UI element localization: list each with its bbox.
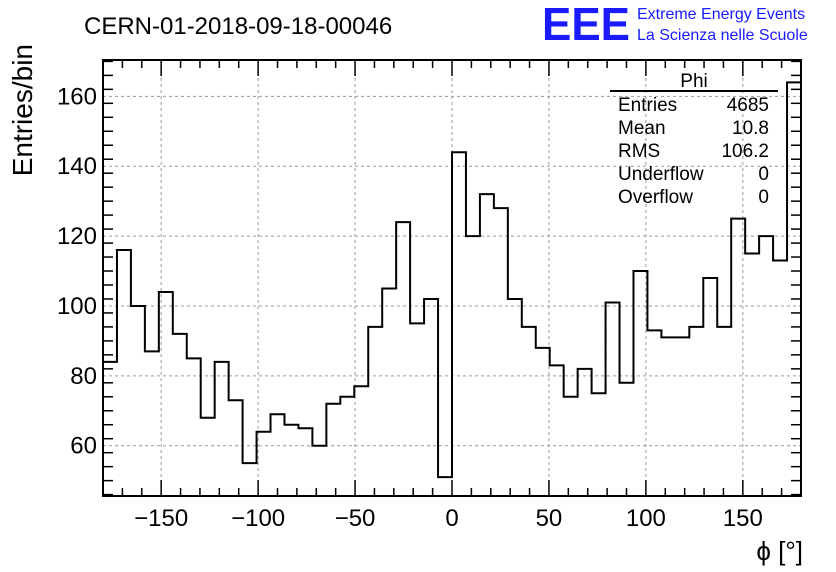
- y-axis-label: Entries/bin: [7, 44, 38, 176]
- stats-value-mean: 10.8: [732, 118, 769, 139]
- y-tick-label: 160: [57, 83, 97, 110]
- x-tick-label: −50: [335, 505, 376, 532]
- y-tick-label: 100: [57, 293, 97, 320]
- stats-title: Phi: [680, 71, 707, 92]
- y-tick-label: 60: [70, 433, 97, 460]
- x-tick-label: 0: [445, 505, 458, 532]
- stats-value-overflow: 0: [758, 187, 769, 208]
- logo-line-2: La Scienza nelle Scuole: [637, 27, 808, 44]
- chart-title: CERN-01-2018-09-18-00046: [84, 13, 392, 40]
- stats-label-underflow: Underflow: [618, 164, 704, 185]
- x-tick-label: −100: [231, 505, 285, 532]
- stats-label-entries: Entries: [618, 95, 677, 116]
- x-tick-label: −150: [134, 505, 188, 532]
- eee-logo: EEE: [542, 0, 630, 50]
- stats-box: Phi Entries 4685 Mean 10.8 RMS 106.2 Und…: [610, 71, 778, 208]
- y-tick-label: 120: [57, 223, 97, 250]
- histogram-line: [103, 81, 801, 479]
- y-tick-label: 140: [57, 153, 97, 180]
- stats-value-underflow: 0: [758, 164, 769, 185]
- stats-value-entries: 4685: [727, 95, 769, 116]
- stats-label-mean: Mean: [618, 118, 666, 139]
- x-tick-label: 150: [723, 505, 763, 532]
- y-axis-ticks: 60 80 100 120 140 160: [57, 60, 801, 496]
- stats-label-overflow: Overflow: [618, 187, 693, 208]
- logo-line-1: Extreme Energy Events: [637, 6, 805, 23]
- x-tick-label: 50: [536, 505, 563, 532]
- stats-value-rms: 106.2: [721, 141, 769, 162]
- x-axis-label: ϕ [°]: [756, 536, 803, 566]
- x-axis-ticks: −150 −100 −50 0 50 100 150: [102, 60, 802, 532]
- stats-label-rms: RMS: [618, 141, 660, 162]
- y-tick-label: 80: [70, 363, 97, 390]
- x-tick-label: 100: [626, 505, 666, 532]
